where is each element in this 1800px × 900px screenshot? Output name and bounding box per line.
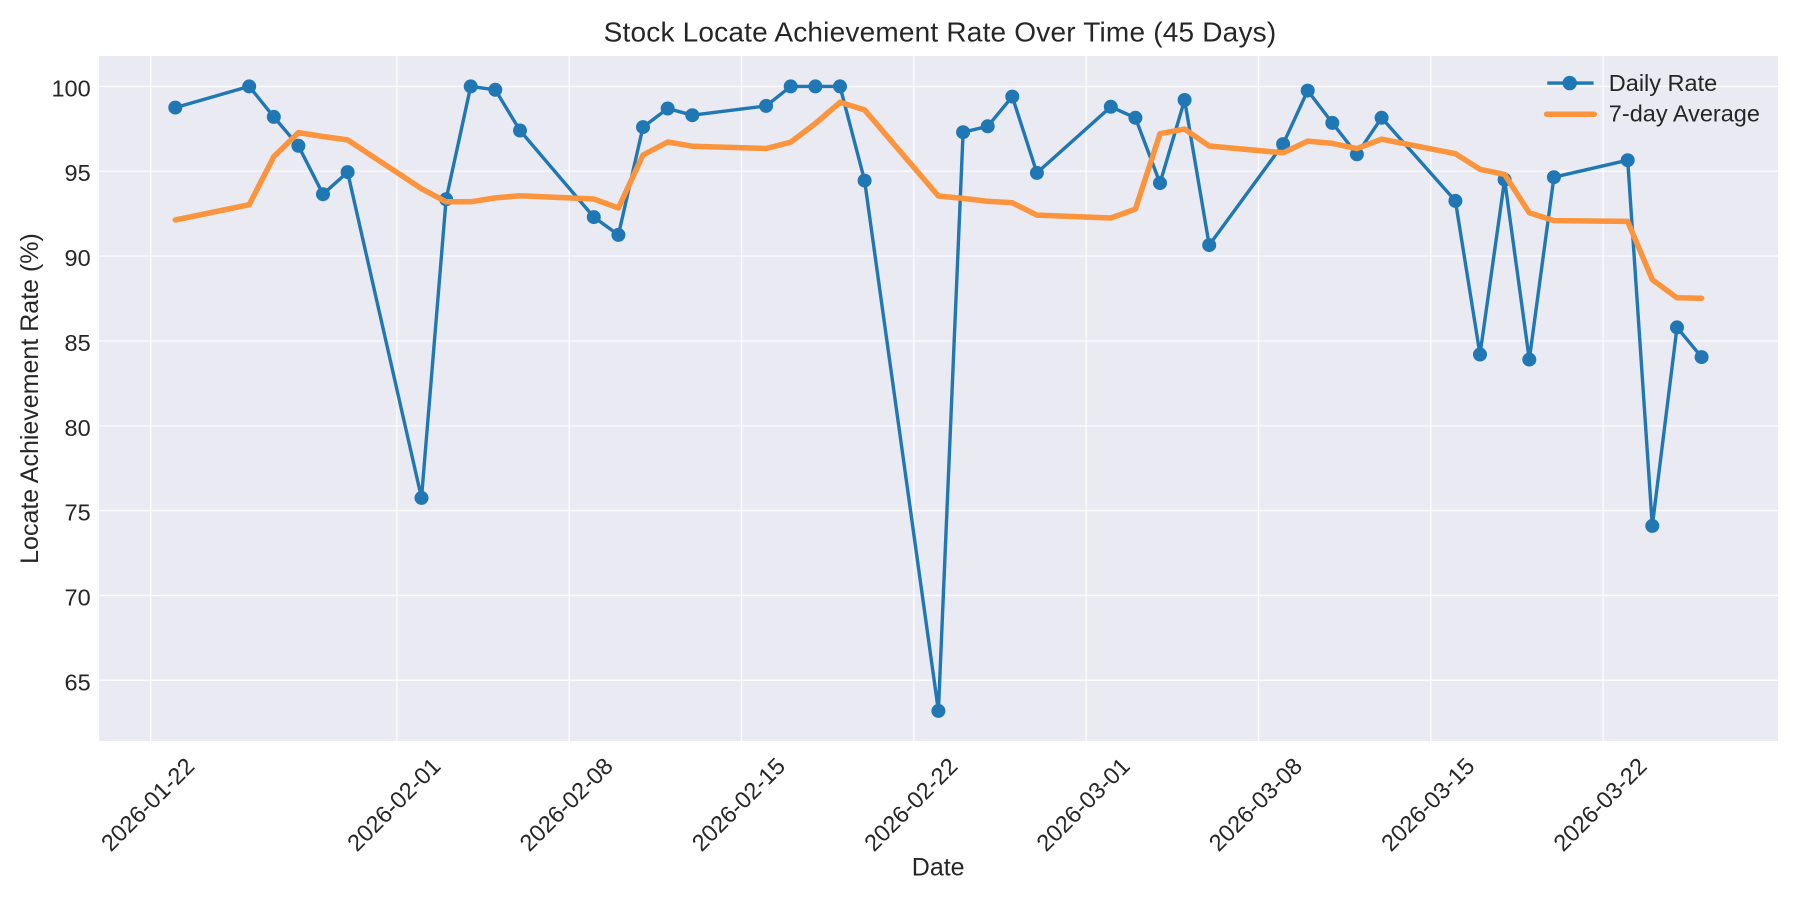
svg-text:65: 65: [65, 669, 91, 695]
svg-text:95: 95: [65, 160, 91, 186]
svg-text:Date: Date: [912, 854, 965, 882]
svg-text:Daily Rate: Daily Rate: [1609, 70, 1717, 96]
svg-text:85: 85: [65, 330, 91, 356]
svg-text:75: 75: [65, 500, 91, 526]
svg-text:Stock Locate Achievement Rate: Stock Locate Achievement Rate Over Time …: [604, 17, 1277, 48]
svg-text:100: 100: [51, 75, 90, 101]
svg-text:Locate Achievement Rate (%): Locate Achievement Rate (%): [16, 233, 44, 564]
svg-text:7-day Average: 7-day Average: [1609, 100, 1760, 126]
svg-text:80: 80: [65, 415, 91, 441]
svg-text:90: 90: [65, 245, 91, 271]
svg-text:70: 70: [65, 585, 91, 611]
